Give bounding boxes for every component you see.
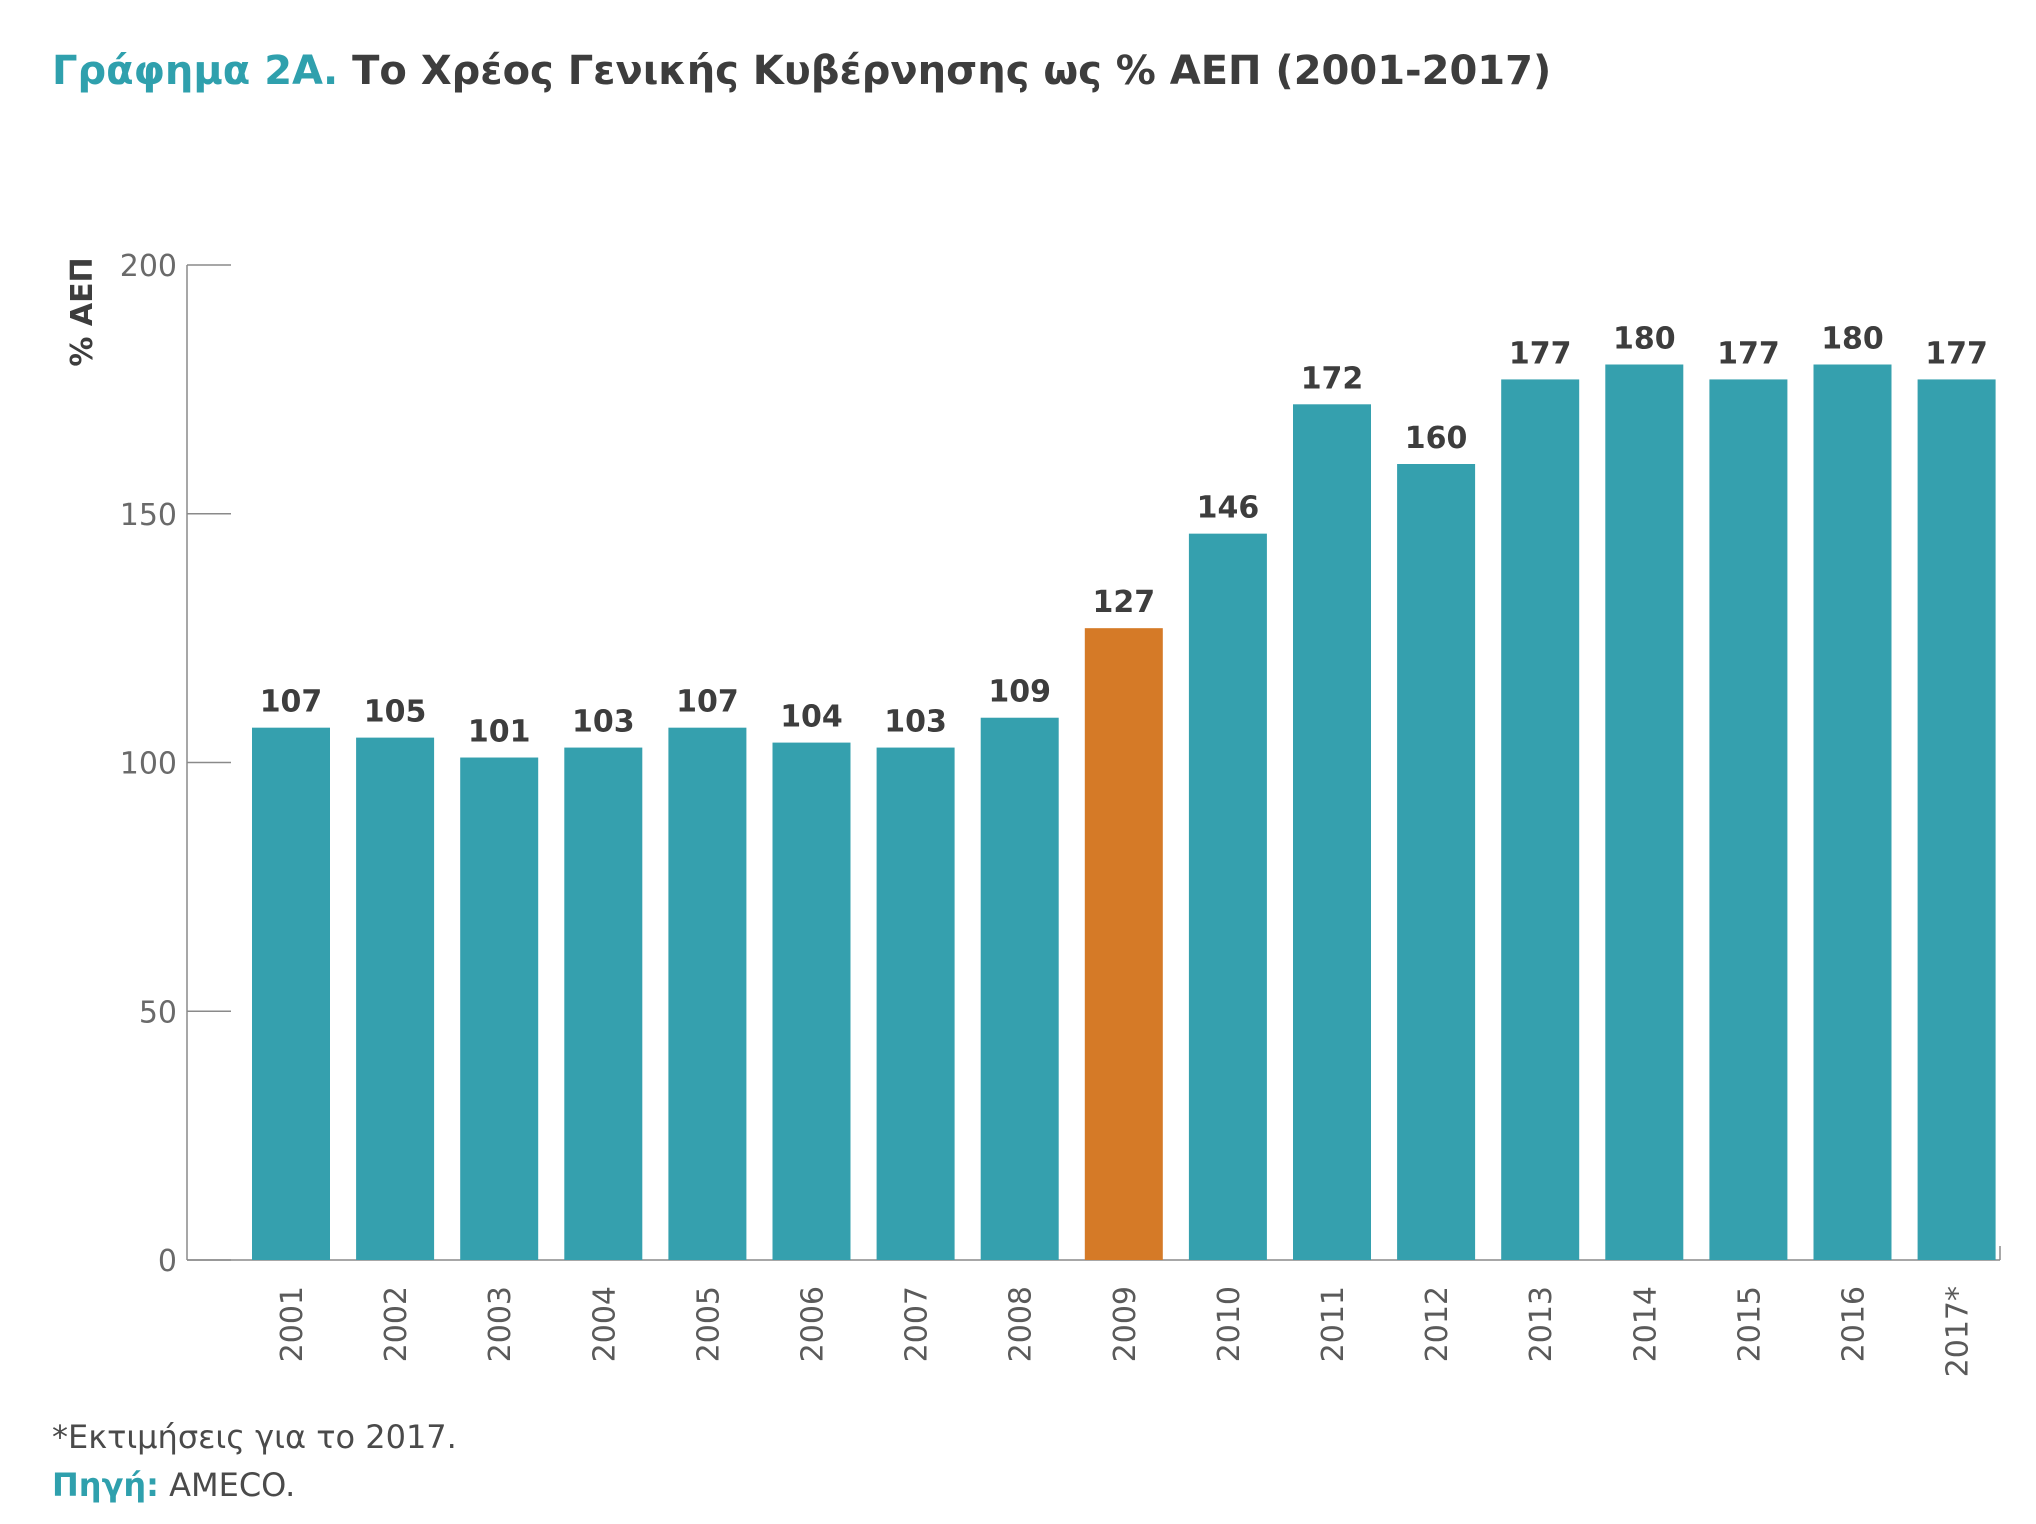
x-tick-label: 2007 xyxy=(900,1286,935,1362)
bar xyxy=(1813,364,1892,1260)
x-tick-label: 2001 xyxy=(275,1286,310,1362)
x-tick-label: 2017* xyxy=(1941,1286,1976,1377)
bar xyxy=(1917,379,1996,1260)
x-tick-label: 2006 xyxy=(796,1286,831,1362)
x-tick-label: 2013 xyxy=(1524,1286,1559,1362)
bar-value-label: 146 xyxy=(1197,491,1260,526)
x-tick-label: 2011 xyxy=(1316,1286,1351,1362)
y-tick-label: 150 xyxy=(120,498,177,533)
chart-title-prefix: Γράφημα 2Α. xyxy=(52,48,339,94)
bar-value-label: 107 xyxy=(260,685,323,720)
bar xyxy=(772,742,851,1260)
x-tick-label: 2002 xyxy=(379,1286,414,1362)
chart-title: Γράφημα 2Α. Το Χρέος Γενικής Κυβέρνησης … xyxy=(52,48,1551,94)
bar-value-label: 107 xyxy=(676,685,739,720)
x-tick-label: 2015 xyxy=(1732,1286,1767,1362)
bar xyxy=(1501,379,1580,1260)
x-tick-label: 2008 xyxy=(1004,1286,1039,1362)
bar-chart: 0 50 100 150 200 % ΑΕΠ 107 2001 105 2002 101 2003 10… xyxy=(65,249,2001,1377)
x-tick-label: 2005 xyxy=(691,1286,726,1362)
bar-value-label: 103 xyxy=(884,705,947,740)
bar-value-label: 180 xyxy=(1613,322,1676,357)
bar xyxy=(1605,364,1684,1260)
x-tick-label: 2009 xyxy=(1108,1286,1143,1362)
bar-value-label: 101 xyxy=(468,715,531,750)
bar-value-label: 172 xyxy=(1301,361,1364,396)
bar xyxy=(980,717,1059,1260)
source-value: AMECO. xyxy=(169,1466,296,1504)
x-tick-label: 2003 xyxy=(483,1286,518,1362)
bar xyxy=(668,727,747,1260)
y-tick-label: 100 xyxy=(120,747,177,782)
bar-value-label: 180 xyxy=(1821,322,1884,357)
bar-value-label: 177 xyxy=(1717,336,1780,371)
footnote: *Εκτιμήσεις για το 2017. xyxy=(52,1418,457,1456)
bar xyxy=(876,747,955,1260)
bar-value-label: 177 xyxy=(1925,336,1988,371)
bar xyxy=(252,727,330,1260)
source-line: Πηγή: AMECO. xyxy=(52,1466,295,1504)
bar xyxy=(564,747,643,1260)
bar xyxy=(1084,628,1163,1260)
y-axis-label: % ΑΕΠ xyxy=(65,257,100,366)
bar-value-label: 177 xyxy=(1509,336,1572,371)
x-tick-label: 2016 xyxy=(1837,1286,1872,1362)
bar xyxy=(1709,379,1788,1260)
bar-value-label: 109 xyxy=(988,675,1051,710)
x-tick-label: 2014 xyxy=(1628,1286,1663,1362)
y-tick-label: 200 xyxy=(120,249,177,284)
x-tick-label: 2004 xyxy=(587,1286,622,1362)
bar xyxy=(356,737,435,1260)
bar-value-label: 103 xyxy=(572,705,635,740)
bar-value-label: 104 xyxy=(780,700,843,735)
bar xyxy=(1293,404,1371,1260)
x-tick-label: 2010 xyxy=(1212,1286,1247,1362)
chart-title-text: Το Χρέος Γενικής Κυβέρνησης ως % ΑΕΠ (20… xyxy=(352,48,1552,94)
x-tick-label: 2012 xyxy=(1420,1286,1455,1362)
bar xyxy=(460,757,539,1260)
y-tick-label: 50 xyxy=(139,995,177,1030)
source-label: Πηγή: xyxy=(52,1466,159,1504)
bar xyxy=(1397,464,1476,1260)
bar-value-label: 160 xyxy=(1405,421,1468,456)
bar xyxy=(1188,533,1267,1260)
bar-value-label: 105 xyxy=(364,695,427,730)
bar-value-label: 127 xyxy=(1092,585,1155,620)
y-tick-label: 0 xyxy=(158,1244,177,1279)
